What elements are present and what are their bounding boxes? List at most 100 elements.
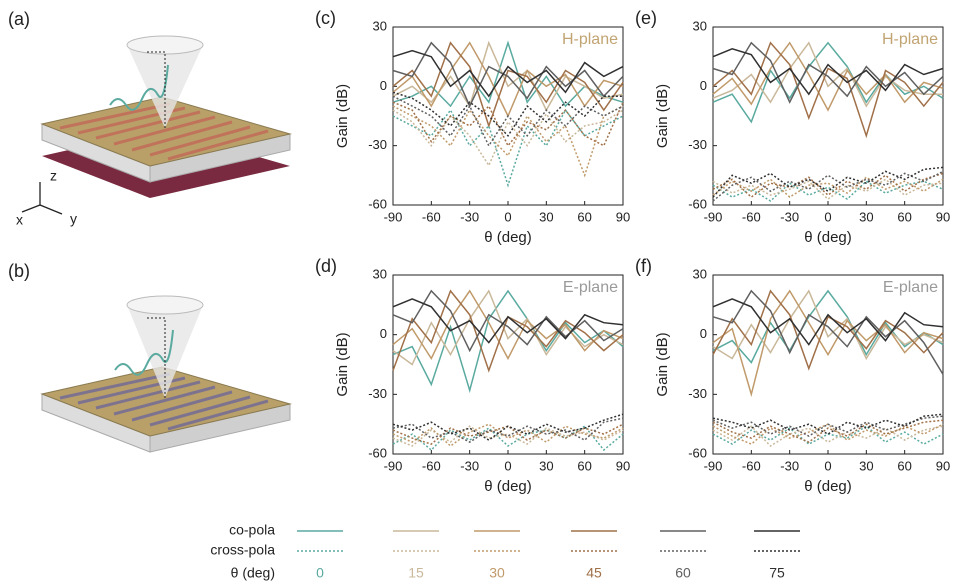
series-line: [712, 41, 944, 112]
unit-cells: [59, 102, 269, 161]
panel-label: (b): [8, 261, 30, 281]
wave: [109, 64, 169, 111]
series-line: [392, 40, 624, 112]
y-tick-label: 0: [700, 326, 707, 341]
series-line: [712, 180, 944, 202]
angle-marker: [145, 317, 166, 398]
x-tick-label: -90: [384, 458, 403, 473]
x-tick-label: 90: [616, 458, 630, 473]
series-line: [392, 95, 624, 148]
x-tick-label: 60: [897, 458, 911, 473]
y-tick-label: 30: [693, 266, 707, 281]
series-line: [392, 41, 624, 108]
legend-label: cross-pola: [210, 542, 275, 558]
illustration-b: (b): [8, 261, 292, 453]
series-line: [712, 289, 944, 371]
chart-title: E-plane: [883, 279, 938, 296]
cone: [127, 305, 203, 398]
series-line: [712, 298, 944, 346]
series-line: [712, 176, 944, 199]
y-axis-label: Gain (dB): [334, 332, 351, 396]
series-line: [392, 425, 624, 452]
series-line: [712, 419, 944, 443]
x-tick-label: -60: [422, 458, 441, 473]
y-tick-label: 30: [693, 18, 707, 33]
y-tick-label: 0: [380, 78, 387, 93]
series-line: [392, 101, 624, 148]
series-line: [392, 425, 624, 447]
legend-angle: 45: [586, 565, 602, 581]
x-axis-label: θ (deg): [484, 478, 532, 495]
chart-title: E-plane: [563, 279, 618, 296]
series-line: [392, 41, 624, 118]
series-line: [392, 298, 624, 344]
axis-name: z: [50, 168, 57, 184]
y-tick-label: -30: [368, 137, 387, 152]
series-line: [392, 413, 624, 442]
legend-angle: 60: [675, 565, 691, 581]
unit-cells: [59, 372, 269, 431]
y-tick-label: -30: [688, 386, 707, 401]
angle-marker: [145, 51, 166, 128]
x-tick-label: -90: [384, 209, 403, 224]
x-tick-label: 30: [859, 209, 873, 224]
series-line: [712, 289, 944, 364]
x-tick-label: -90: [704, 458, 723, 473]
y-tick-label: 0: [700, 78, 707, 93]
series-line: [712, 41, 944, 104]
illustration-a: (a) z x y: [8, 9, 292, 228]
series-line: [392, 41, 624, 129]
x-tick-label: 90: [936, 209, 950, 224]
series-line: [712, 41, 943, 108]
x-tick-label: -30: [780, 458, 799, 473]
y-axis-label: Gain (dB): [334, 84, 351, 148]
x-axis-label: θ (deg): [804, 478, 852, 495]
x-axis-label: θ (deg): [484, 229, 532, 246]
series-line: [392, 423, 624, 447]
series-line: [392, 91, 623, 137]
y-tick-label: -60: [688, 445, 707, 460]
series-line: [712, 425, 944, 447]
panel-label: (c): [315, 8, 336, 28]
x-tick-label: 30: [539, 458, 553, 473]
x-tick-label: 90: [616, 209, 630, 224]
chart-title: H-plane: [882, 31, 938, 48]
y-tick-label: 30: [373, 18, 387, 33]
series-line: [392, 289, 624, 353]
y-tick-label: -60: [368, 196, 387, 211]
x-tick-label: 90: [936, 458, 950, 473]
y-tick-label: -30: [368, 386, 387, 401]
x-tick-label: -30: [460, 209, 479, 224]
x-tick-label: 0: [824, 458, 831, 473]
series-line: [712, 425, 944, 445]
series-line: [392, 49, 624, 98]
x-tick-label: 60: [577, 458, 591, 473]
series-line: [712, 289, 944, 375]
x-tick-label: -60: [742, 209, 761, 224]
x-tick-label: 0: [824, 209, 831, 224]
panel-label: (a): [8, 9, 30, 29]
y-tick-label: -60: [368, 445, 387, 460]
legend-angle: 75: [769, 565, 785, 581]
y-tick-label: -30: [688, 137, 707, 152]
series-line: [712, 41, 944, 139]
series-line: [392, 108, 624, 188]
y-tick-label: 0: [380, 326, 387, 341]
series-line: [392, 109, 624, 167]
series-line: [712, 166, 944, 198]
x-tick-label: 30: [859, 458, 873, 473]
panel-label: (e): [635, 8, 657, 28]
series-line: [712, 415, 944, 437]
cone-top: [126, 295, 204, 315]
x-tick-label: -30: [780, 209, 799, 224]
series-line: [712, 289, 944, 361]
y-tick-label: 30: [373, 266, 387, 281]
series-line: [392, 105, 624, 178]
chart-title: H-plane: [562, 31, 618, 48]
x-tick-label: -60: [422, 209, 441, 224]
legend-angle: 30: [489, 565, 505, 581]
y-axis-label: Gain (dB): [654, 84, 671, 148]
axis-name: y: [70, 211, 77, 227]
x-tick-label: 60: [897, 209, 911, 224]
legend-angle: 15: [408, 565, 424, 581]
